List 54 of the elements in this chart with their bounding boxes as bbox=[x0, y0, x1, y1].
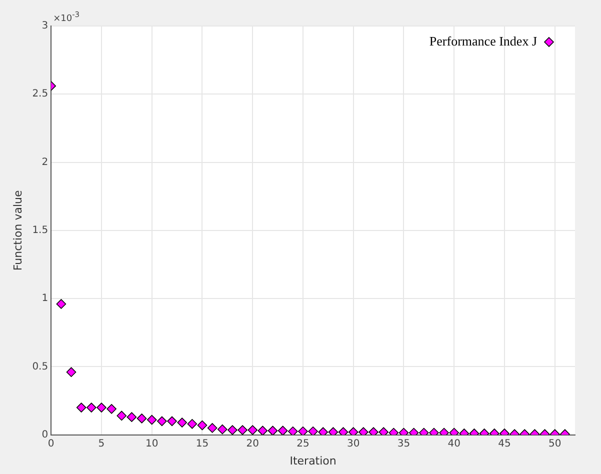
point bbox=[378, 427, 388, 435]
y-axis-title: Function value bbox=[11, 190, 24, 271]
point bbox=[76, 402, 86, 412]
point bbox=[328, 427, 338, 435]
x-tick-label: 30 bbox=[346, 438, 360, 450]
y-tick-label: 3 bbox=[42, 20, 48, 32]
point bbox=[248, 425, 258, 435]
point bbox=[318, 427, 328, 435]
x-tick-label: 5 bbox=[98, 438, 105, 450]
point bbox=[66, 367, 76, 378]
point bbox=[298, 426, 308, 435]
point bbox=[136, 414, 147, 424]
point bbox=[126, 412, 137, 422]
y-tick-label: 0 bbox=[42, 429, 48, 440]
legend-label: Performance Index J bbox=[429, 33, 538, 48]
x-tick-label: 50 bbox=[548, 438, 562, 450]
point bbox=[358, 427, 368, 435]
y-tick-label: 1 bbox=[42, 293, 48, 304]
point bbox=[348, 427, 358, 435]
y-tick-label: 2 bbox=[42, 156, 48, 168]
point bbox=[167, 416, 177, 426]
point bbox=[207, 423, 218, 433]
x-tick-label: 40 bbox=[448, 438, 460, 450]
point bbox=[106, 404, 116, 414]
point bbox=[56, 299, 66, 309]
point bbox=[146, 414, 157, 425]
point bbox=[86, 402, 96, 412]
point bbox=[308, 426, 318, 435]
x-tick-label: 25 bbox=[296, 438, 310, 450]
x-tick-label: 35 bbox=[397, 438, 410, 450]
point bbox=[217, 424, 228, 434]
x-tick-label: 15 bbox=[196, 438, 209, 450]
y-tick-label: 2.5 bbox=[32, 88, 48, 100]
x-tick-label: 10 bbox=[145, 438, 158, 450]
point bbox=[157, 416, 167, 426]
point bbox=[96, 402, 106, 412]
point bbox=[187, 419, 198, 429]
point bbox=[338, 427, 348, 435]
x-tick-label: 45 bbox=[498, 438, 511, 450]
x-tick-label: 20 bbox=[246, 438, 259, 450]
y-tick-label: 0.5 bbox=[32, 361, 48, 372]
text: ×10$^{-3}$ bbox=[53, 10, 80, 24]
point bbox=[288, 426, 298, 435]
point bbox=[258, 426, 268, 435]
point bbox=[177, 418, 187, 428]
x-axis-title: Iteration bbox=[290, 454, 336, 468]
point bbox=[238, 425, 248, 435]
y-tick-label: 1.5 bbox=[32, 224, 48, 236]
point bbox=[197, 420, 208, 430]
point bbox=[268, 426, 278, 435]
point bbox=[228, 425, 238, 435]
point bbox=[368, 427, 378, 435]
point bbox=[278, 426, 288, 435]
point bbox=[116, 410, 127, 421]
